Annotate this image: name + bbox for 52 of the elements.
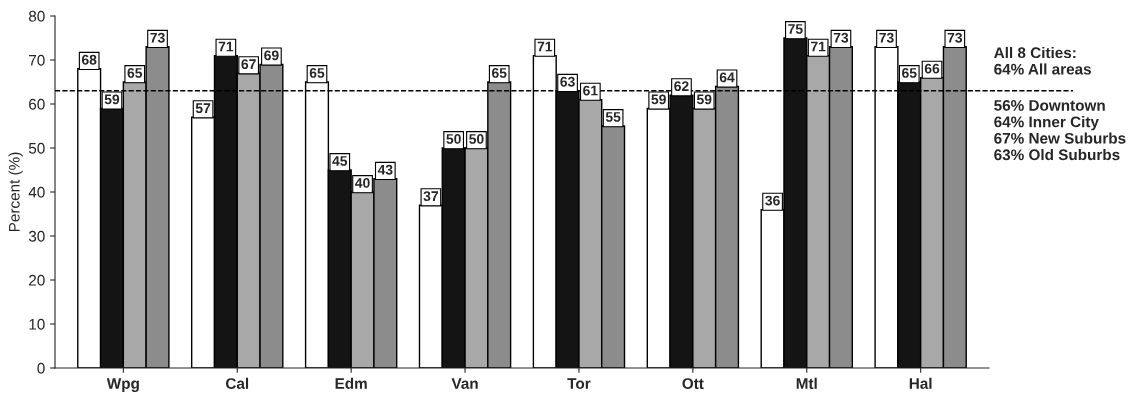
data-label: 50	[446, 134, 461, 144]
data-label: 65	[492, 68, 507, 78]
data-label: 68	[81, 54, 97, 65]
data-label: 71	[537, 41, 553, 52]
x-tick-label: Ott	[682, 378, 704, 389]
data-label: 71	[218, 41, 234, 52]
data-label: 59	[651, 94, 666, 105]
data-label: 43	[377, 164, 393, 175]
data-label: 50	[469, 134, 484, 144]
data-label: 73	[833, 32, 849, 43]
x-tick-label: Cal	[225, 377, 249, 389]
data-label: 75	[788, 24, 803, 34]
data-label: 61	[583, 85, 598, 96]
data-label: 73	[947, 32, 963, 43]
data-label: 73	[879, 32, 894, 43]
x-tick-label: Wpg	[106, 378, 139, 392]
x-tick-label: Hal	[909, 377, 932, 389]
data-label: 62	[674, 81, 689, 92]
x-tick-label: Mtl	[796, 377, 817, 389]
data-label: 73	[150, 32, 165, 43]
data-label: 40	[355, 178, 370, 188]
data-label: 66	[924, 63, 940, 74]
x-tick-label: Tor	[567, 378, 591, 389]
data-label: 67	[241, 59, 256, 70]
data-label: 37	[423, 191, 438, 202]
data-label: 59	[696, 94, 712, 105]
data-label: 59	[104, 94, 120, 105]
x-tick-label: Van	[451, 378, 478, 389]
x-tick-label: Edm	[335, 377, 367, 389]
y-tick-label: 50	[28, 142, 45, 154]
y-tick-label: 80	[28, 10, 45, 22]
data-label: 65	[309, 68, 325, 78]
y-tick-label: 40	[28, 186, 45, 198]
y-tick-label: 30	[28, 230, 45, 242]
y-tick-label: 20	[29, 274, 45, 286]
data-label: 65	[127, 68, 143, 78]
annotation: All 8 Cities: 64% All areas	[994, 46, 1091, 75]
y-tick-label: 60	[29, 98, 45, 110]
data-label: 45	[332, 156, 348, 166]
data-label: 57	[195, 103, 211, 114]
y-tick-label: 10	[29, 318, 45, 330]
data-label: 71	[811, 41, 826, 52]
annotation: 56% Downtown 64% Inner City 67% New Suburbs 63% Old Suburbs	[994, 100, 1126, 161]
y-tick-label: 70	[29, 54, 45, 66]
y-axis-title: Percent (%)	[8, 152, 23, 232]
data-label: 69	[264, 50, 279, 61]
data-label: 63	[560, 76, 575, 87]
data-label: 36	[765, 195, 780, 206]
data-label: 55	[605, 112, 621, 122]
data-label: 65	[902, 68, 917, 78]
data-label: 64	[719, 72, 735, 83]
y-tick-label: 0	[37, 362, 45, 374]
